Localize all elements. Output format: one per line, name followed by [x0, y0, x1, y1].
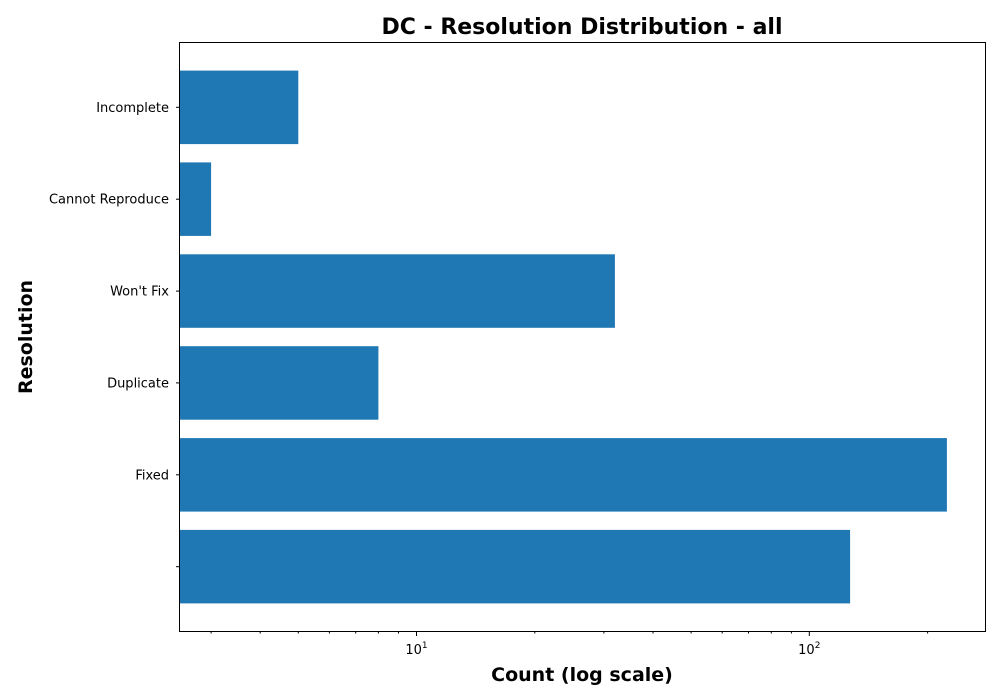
y-tick-label: Incomplete: [96, 101, 169, 116]
bars-group: [180, 70, 947, 604]
plot-frame: [179, 42, 986, 632]
x-tick-base: 10: [798, 643, 815, 658]
bar-0: [180, 529, 851, 604]
x-axis-label: Count (log scale): [491, 664, 673, 686]
bar-3: [180, 254, 615, 328]
y-axis-ticks: Fixed Duplicate Won't Fix Cannot Reproduce I…: [49, 101, 180, 568]
y-tick-label: Won't Fix: [110, 285, 169, 300]
bar-5: [180, 70, 299, 145]
y-tick-label: Cannot Reproduce: [49, 193, 169, 208]
x-tick-exponent: 1: [422, 641, 428, 651]
bar-4: [180, 162, 212, 236]
bar-1: [180, 438, 947, 512]
x-tick-exponent: 2: [815, 641, 821, 651]
y-axis-label: Resolution: [15, 280, 37, 394]
x-tick-base: 10: [405, 643, 422, 658]
bar-2: [180, 346, 379, 420]
y-tick-label: Fixed: [135, 468, 169, 483]
x-tick-label: 102: [798, 641, 820, 658]
chart-title: DC - Resolution Distribution - all: [381, 15, 782, 40]
x-axis-ticks: 101 102: [210, 631, 929, 658]
y-tick-label: Duplicate: [107, 376, 169, 391]
x-tick-label: 101: [405, 641, 427, 658]
